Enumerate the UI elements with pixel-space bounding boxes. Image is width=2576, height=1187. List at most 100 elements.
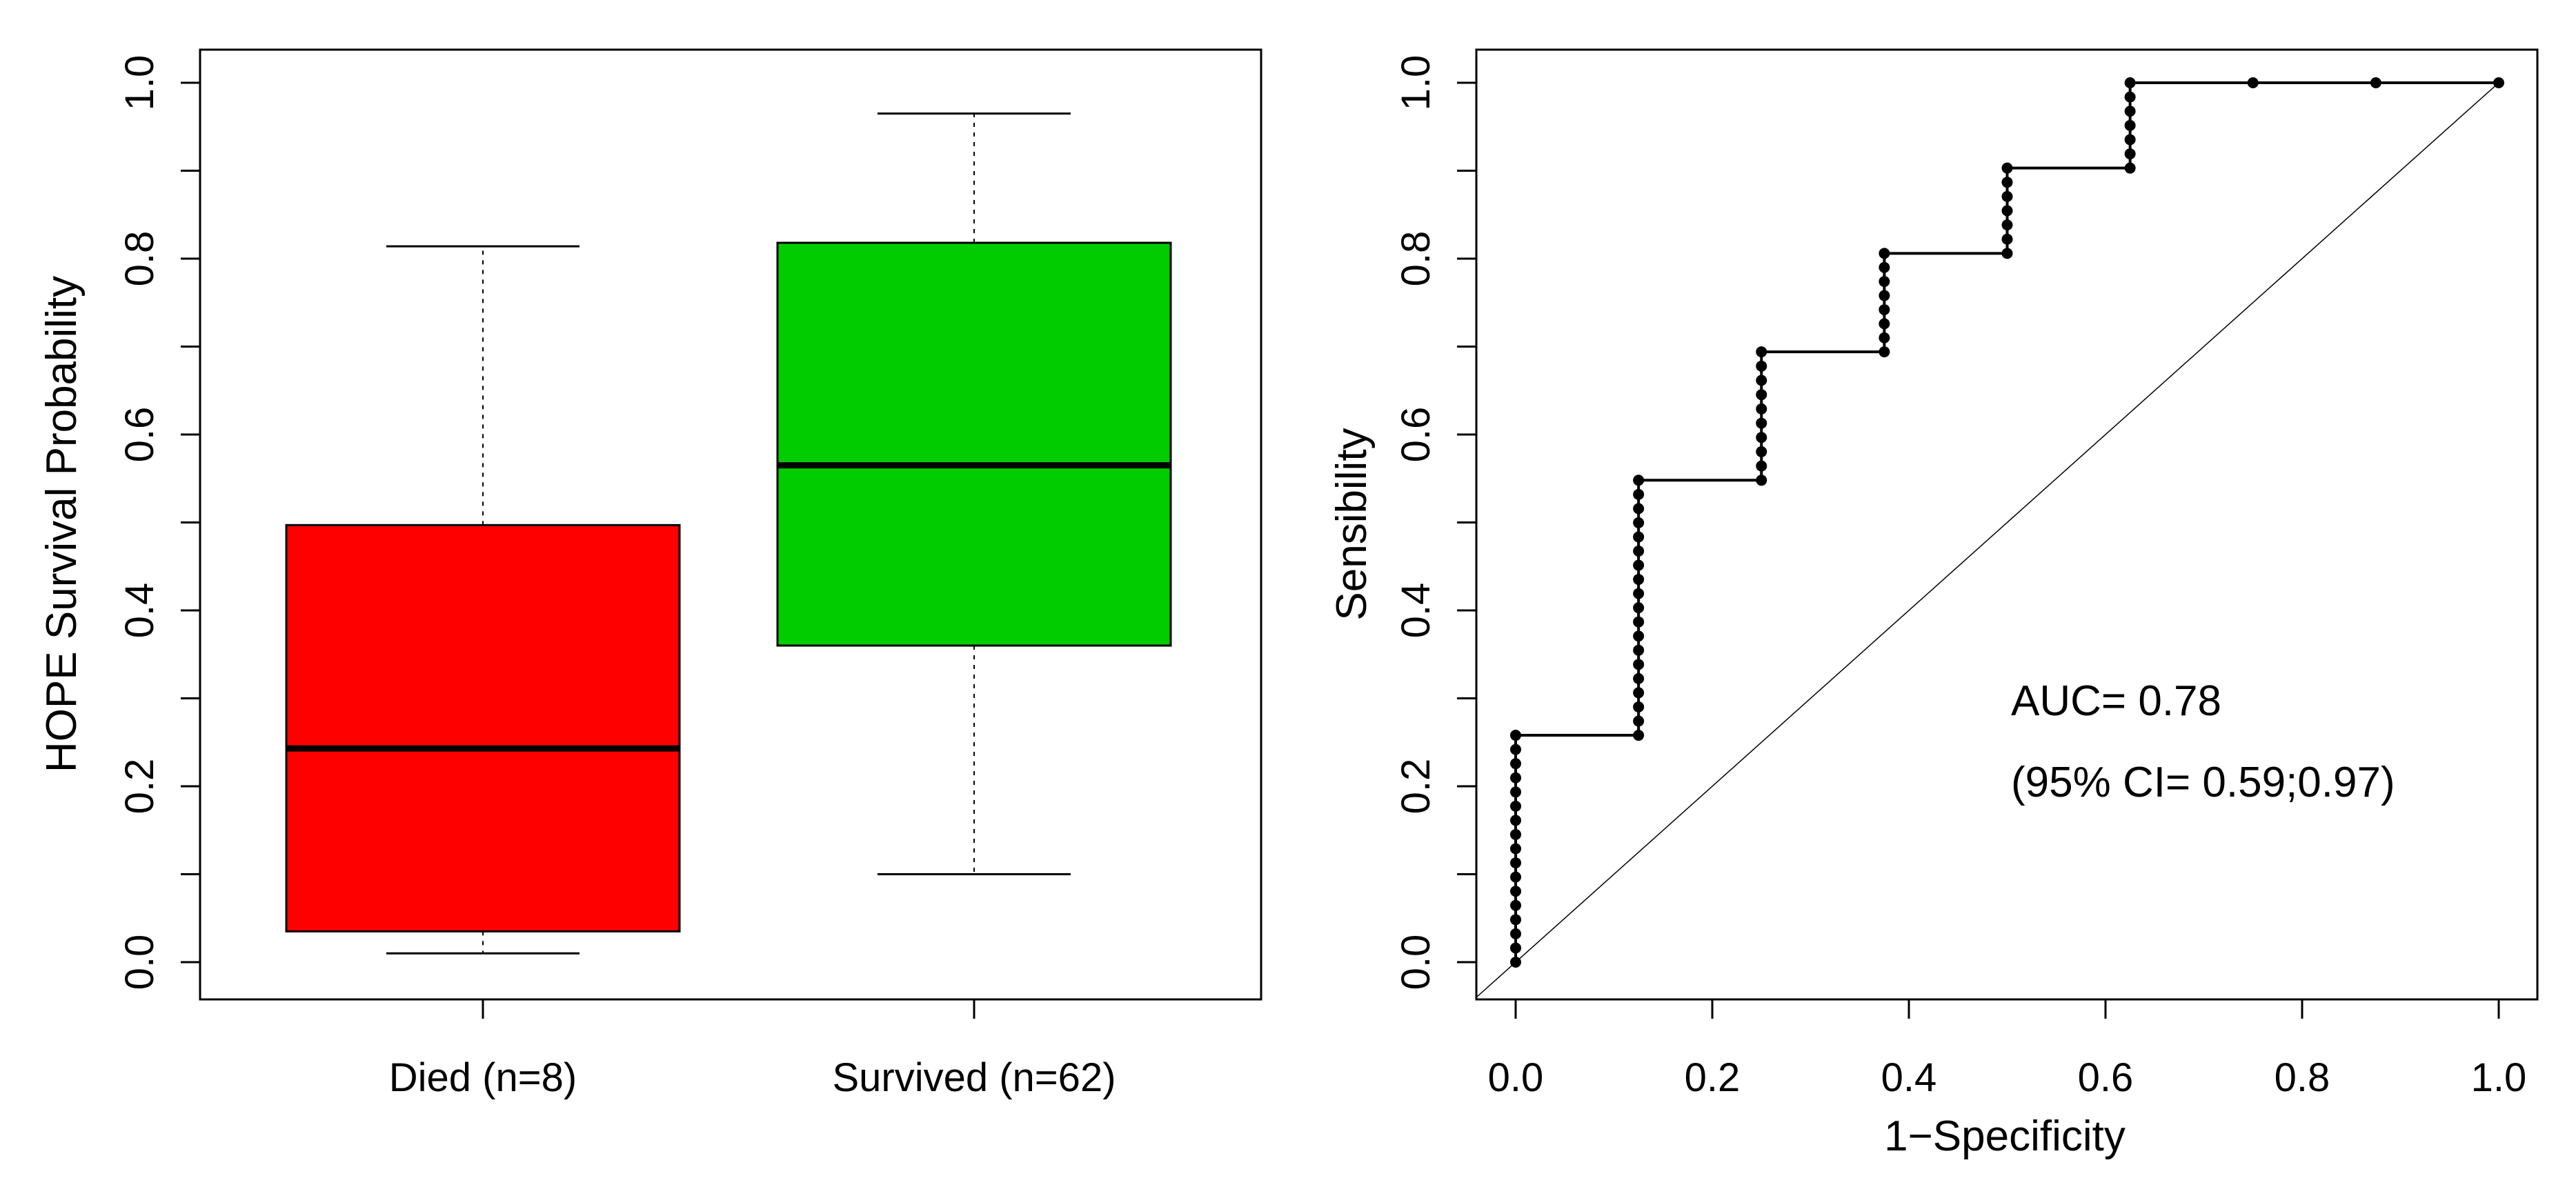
roc-point xyxy=(1633,574,1645,586)
box-y-tick-label: 1.0 xyxy=(117,55,162,111)
roc-point xyxy=(1633,701,1645,712)
roc-point xyxy=(1633,503,1645,515)
roc-point xyxy=(1633,644,1645,656)
roc-y-tick-label: 1.0 xyxy=(1394,55,1438,111)
roc-point xyxy=(2001,219,2013,231)
roc-point xyxy=(1510,928,1521,939)
box-y-tick-label: 0.4 xyxy=(117,583,162,639)
roc-point xyxy=(2124,119,2136,131)
roc-point xyxy=(2124,148,2136,160)
roc-y-tick-label: 0.2 xyxy=(1394,759,1438,815)
roc-point xyxy=(1510,786,1521,798)
roc-point xyxy=(1879,261,1890,273)
roc-point xyxy=(1510,914,1521,926)
roc-point xyxy=(1510,942,1521,954)
iqr-box xyxy=(285,523,681,932)
roc-x-tick-label: 1.0 xyxy=(2471,1055,2527,1100)
roc-y-tick-label: 0.4 xyxy=(1394,583,1438,639)
roc-point xyxy=(1633,715,1645,727)
roc-point xyxy=(1510,730,1521,741)
roc-point xyxy=(1510,772,1521,784)
roc-x-axis: 0.0 0.2 0.4 0.6 0.8 1.0 xyxy=(1488,998,2527,1100)
roc-point xyxy=(1510,871,1521,883)
roc-point xyxy=(2124,77,2136,88)
box-y-axis-title: HOPE Survival Probability xyxy=(38,276,86,772)
roc-point xyxy=(1633,531,1645,543)
roc-point xyxy=(1756,417,1767,429)
roc-point xyxy=(2001,248,2013,259)
auc-annotation: AUC= 0.78 xyxy=(2011,677,2221,725)
roc-point xyxy=(1510,886,1521,897)
box-group: Died (n=8) xyxy=(285,245,681,1100)
roc-point xyxy=(1510,815,1521,826)
roc-point xyxy=(1633,475,1645,486)
roc-point xyxy=(1879,332,1890,343)
box-category-label: Survived (n=62) xyxy=(832,1055,1116,1100)
roc-point xyxy=(2124,134,2136,146)
roc-y-tick-label: 0.6 xyxy=(1394,407,1438,463)
boxplot-panel: 0.0 0.2 0.4 0.6 0.8 1.0 Died (n=8) Survived (n… xyxy=(38,48,1262,1100)
roc-point xyxy=(1633,602,1645,614)
roc-point xyxy=(2001,205,2013,217)
roc-point xyxy=(1510,828,1521,840)
roc-point xyxy=(1510,957,1521,968)
roc-y-tick-label: 0.8 xyxy=(1394,231,1438,287)
roc-point xyxy=(1633,517,1645,528)
roc-point xyxy=(1756,403,1767,415)
roc-point xyxy=(1756,432,1767,443)
roc-point xyxy=(1879,346,1890,358)
roc-point xyxy=(1633,559,1645,571)
roc-point xyxy=(2124,106,2136,117)
roc-point xyxy=(2247,77,2259,88)
roc-point xyxy=(2493,77,2504,88)
roc-point xyxy=(2370,77,2381,88)
roc-point xyxy=(1756,375,1767,386)
roc-x-tick-label: 0.8 xyxy=(2275,1055,2330,1100)
box-y-axis: 0.0 0.2 0.4 0.6 0.8 1.0 xyxy=(117,55,201,990)
roc-point xyxy=(1756,389,1767,401)
roc-x-tick-label: 0.6 xyxy=(2078,1055,2134,1100)
roc-point xyxy=(1633,546,1645,557)
roc-point xyxy=(1879,303,1890,315)
roc-point xyxy=(1879,276,1890,288)
roc-content xyxy=(1476,77,2504,998)
roc-point xyxy=(2001,233,2013,245)
roc-point xyxy=(1756,460,1767,472)
roc-points xyxy=(1510,77,2504,968)
box-group: Survived (n=62) xyxy=(776,112,1172,1100)
ci-annotation: (95% CI= 0.59;0.97) xyxy=(2011,759,2395,806)
roc-point xyxy=(1633,616,1645,628)
box-y-tick-label: 0.2 xyxy=(117,759,162,815)
roc-x-tick-label: 0.4 xyxy=(1881,1055,1937,1100)
roc-x-tick-label: 0.0 xyxy=(1488,1055,1544,1100)
roc-point xyxy=(1879,318,1890,330)
box-category-label: Died (n=8) xyxy=(389,1055,577,1100)
box-y-tick-label: 0.0 xyxy=(117,935,162,990)
roc-y-axis: 0.0 0.2 0.4 0.6 0.8 1.0 xyxy=(1394,55,1478,990)
roc-point xyxy=(1756,475,1767,486)
roc-point xyxy=(2124,162,2136,174)
roc-x-tick-label: 0.2 xyxy=(1685,1055,1741,1100)
roc-panel: 0.0 0.2 0.4 0.6 0.8 1.0 0.0 0.2 0.4 0.6 0.8 1.0 1−… xyxy=(1328,48,2539,1160)
iqr-box xyxy=(776,241,1172,647)
roc-point xyxy=(1510,899,1521,911)
roc-point xyxy=(1633,687,1645,699)
roc-point xyxy=(1510,857,1521,869)
roc-point xyxy=(1879,290,1890,301)
roc-x-axis-title: 1−Specificity xyxy=(1884,1113,2126,1160)
roc-point xyxy=(2001,177,2013,188)
roc-reference-diagonal xyxy=(1476,82,2499,998)
roc-point xyxy=(1510,744,1521,755)
roc-point xyxy=(1633,488,1645,500)
roc-point xyxy=(2001,190,2013,202)
roc-point xyxy=(1510,843,1521,855)
roc-point xyxy=(1633,630,1645,642)
roc-point xyxy=(1756,360,1767,372)
roc-y-axis-title: Sensibility xyxy=(1328,428,1376,620)
roc-point xyxy=(1633,672,1645,684)
roc-point xyxy=(1633,730,1645,741)
roc-point xyxy=(1756,446,1767,457)
roc-point xyxy=(1879,248,1890,259)
roc-point xyxy=(1633,659,1645,670)
